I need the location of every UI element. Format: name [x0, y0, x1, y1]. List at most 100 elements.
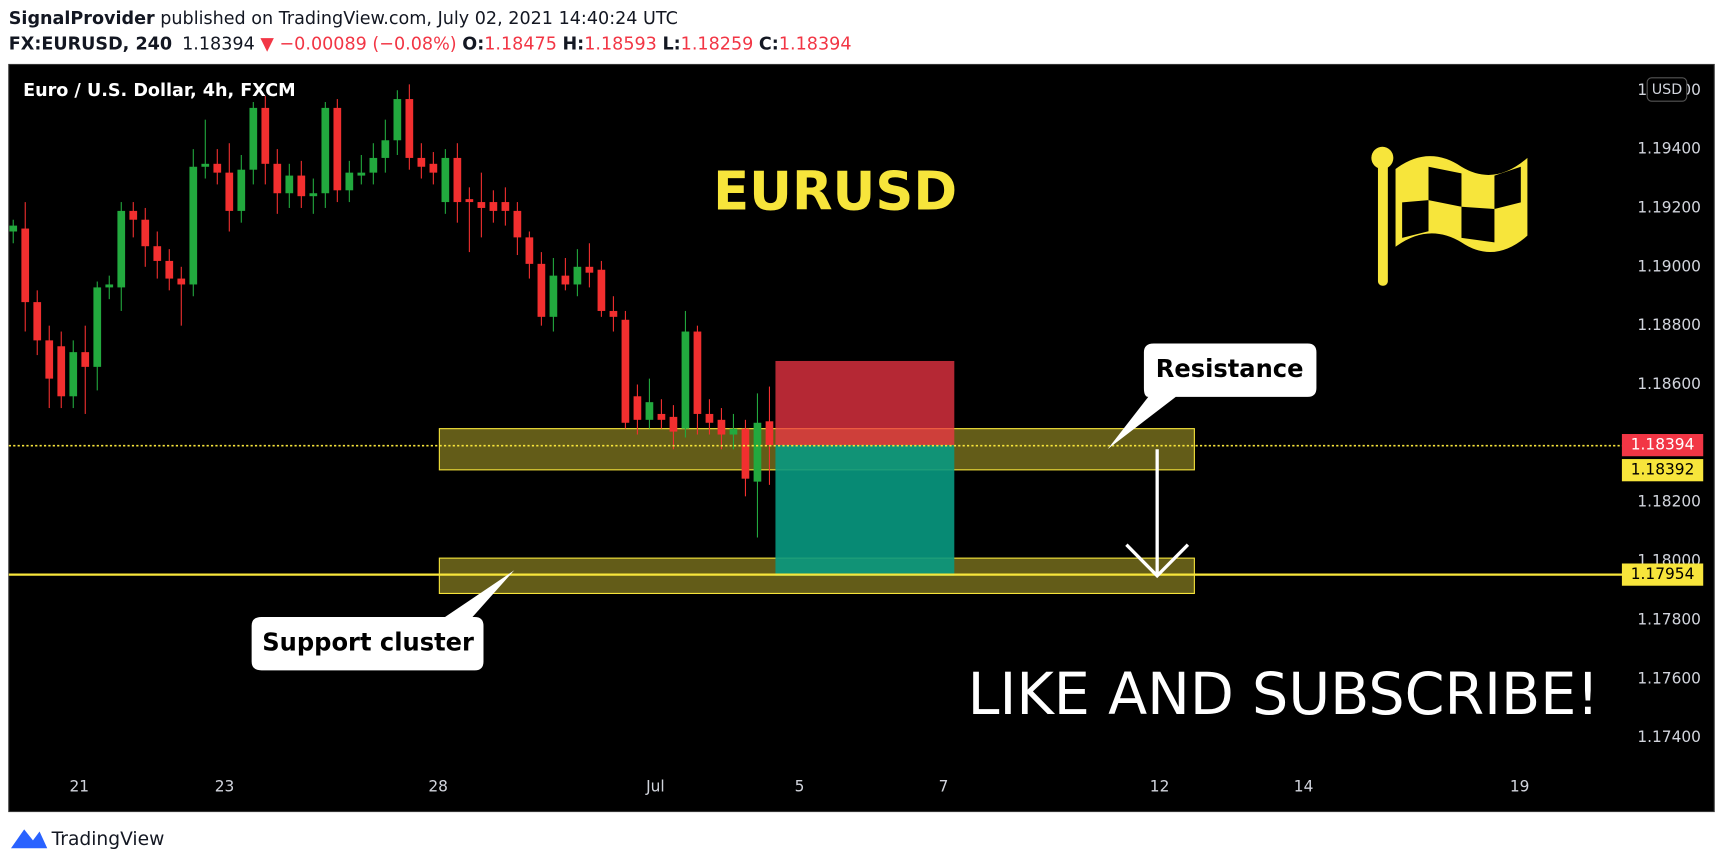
candle-body: [621, 319, 630, 423]
candle-body: [525, 237, 534, 264]
candle-body: [45, 340, 54, 379]
candle-body: [405, 99, 414, 158]
candle-body: [285, 175, 294, 194]
candle-body: [237, 169, 246, 211]
c-value: 1.18394: [779, 34, 852, 54]
y-tick-label: 1.17600: [1637, 669, 1701, 687]
last-price: 1.18394: [182, 34, 255, 54]
candle-body: [69, 352, 78, 397]
o-value: 1.18475: [484, 34, 557, 54]
chart-title: Euro / U.S. Dollar, 4h, FXCM: [23, 81, 296, 101]
target-zone: [775, 445, 955, 576]
flag-icon: [1371, 146, 1528, 286]
candle-body: [177, 278, 186, 285]
candle-body: [501, 202, 510, 211]
candle-body: [681, 331, 690, 429]
candle-body: [369, 157, 378, 173]
candle-body: [261, 107, 270, 164]
candle-body: [741, 428, 750, 479]
candle-body: [297, 175, 306, 197]
author: SignalProvider: [9, 9, 155, 29]
candle-body: [633, 396, 642, 420]
y-tick-label: 1.17800: [1637, 610, 1701, 628]
candle-body: [21, 228, 30, 303]
candle-body: [93, 287, 102, 367]
candle-body: [129, 210, 138, 220]
candle-body: [249, 107, 258, 170]
x-tick-label: 5: [795, 778, 805, 796]
resistance-callout: Resistance: [1107, 343, 1317, 450]
price-tag-label: 1.17954: [1631, 565, 1695, 583]
candle-body: [693, 331, 702, 414]
candle-body: [213, 163, 222, 173]
price-tag-label: 1.18392: [1631, 461, 1695, 479]
y-tick-label: 1.19000: [1637, 257, 1701, 275]
price-tag: [1621, 459, 1704, 482]
candle-body: [201, 163, 210, 167]
candle-body: [117, 210, 126, 288]
l-label: L:: [662, 34, 680, 54]
h-value: 1.18593: [584, 34, 657, 54]
price-tag: [1621, 563, 1704, 586]
candle-body: [465, 199, 474, 203]
candle-body: [489, 202, 498, 211]
candle-body: [753, 422, 762, 482]
candle-body: [153, 246, 162, 261]
candle-body: [333, 107, 342, 191]
brand: TradingView: [51, 829, 165, 850]
y-tick-label: 1.19400: [1637, 140, 1701, 158]
support-callout: Support cluster: [251, 570, 515, 671]
header-quote: FX:EURUSD, 240 1.18394 ▼ −0.00089 (−0.08…: [9, 34, 852, 54]
candle-body: [705, 413, 714, 423]
x-tick-label: 21: [69, 778, 89, 796]
x-tick-label: 12: [1150, 778, 1170, 796]
heading: EURUSD: [713, 160, 957, 222]
candle-body: [669, 416, 678, 432]
candle-body: [141, 219, 150, 247]
c-label: C:: [759, 34, 779, 54]
currency-badge: [1646, 77, 1688, 102]
candle-body: [225, 172, 234, 211]
candle-body: [573, 266, 582, 285]
resistance-label: Resistance: [1156, 354, 1304, 383]
candle-body: [309, 193, 318, 197]
candle-body: [357, 172, 366, 176]
candle-body: [321, 107, 330, 194]
candle-body: [765, 421, 774, 446]
symbol: FX:EURUSD, 240: [9, 34, 172, 54]
change: −0.00089 (−0.08%): [279, 34, 456, 54]
x-tick-label: 7: [939, 778, 949, 796]
candle-body: [57, 346, 66, 397]
y-tick-label: 1.18600: [1637, 375, 1701, 393]
candle-body: [381, 140, 390, 158]
currency-label: USD: [1652, 82, 1683, 98]
candle-body: [657, 413, 666, 420]
candle-body: [597, 269, 606, 311]
candle-body: [165, 260, 174, 279]
o-label: O:: [462, 34, 484, 54]
x-tick-label: 19: [1510, 778, 1530, 796]
candle-body: [717, 419, 726, 435]
candle-body: [537, 263, 546, 317]
candle-body: [441, 157, 450, 203]
plot: [8, 84, 1625, 595]
candle-body: [9, 225, 18, 232]
x-tick-label: Jul: [645, 778, 665, 796]
candle-body: [105, 284, 114, 288]
x-tick-label: 14: [1294, 778, 1314, 796]
candle-body: [609, 310, 618, 317]
cta: LIKE AND SUBSCRIBE!: [968, 661, 1600, 728]
candle-body: [33, 302, 42, 341]
candle-body: [345, 172, 354, 191]
x-tick-label: 28: [428, 778, 448, 796]
y-tick-label: 1.17400: [1637, 728, 1701, 746]
y-tick-label: 1.18200: [1637, 493, 1701, 511]
candle-body: [81, 352, 90, 367]
direction: ▼: [260, 34, 274, 54]
arrow-head: [1125, 543, 1190, 579]
published: published on TradingView.com, July 02, 2…: [160, 9, 678, 29]
support-label: Support cluster: [262, 628, 474, 657]
y-tick-label: 1.18800: [1637, 316, 1701, 334]
l-value: 1.18259: [681, 34, 754, 54]
h-label: H:: [562, 34, 584, 54]
